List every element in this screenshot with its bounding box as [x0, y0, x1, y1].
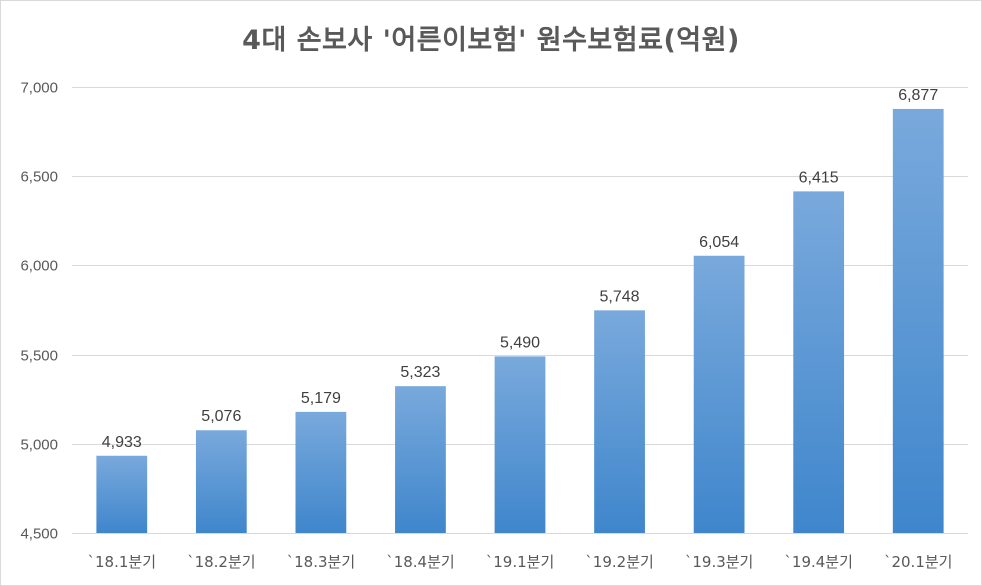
y-tick-label: 4,500 [20, 526, 58, 543]
x-tick-label: `20.1분기 [884, 553, 953, 571]
data-label: 6,415 [799, 169, 839, 186]
y-tick-label: 6,500 [20, 169, 58, 186]
x-tick-label: `19.4분기 [784, 553, 853, 571]
bar [693, 255, 745, 533]
bars [96, 108, 944, 533]
chart-title: 4대 손보사 '어른이보험' 원수보험료(억원) [242, 25, 740, 56]
x-axis-labels: `18.1분기 `18.2분기 `18.3분기 `18.4분기 `19.1분기 `19.2… [88, 553, 953, 571]
y-tick-label: 7,000 [20, 80, 58, 97]
data-label: 5,323 [400, 364, 440, 381]
bar [295, 411, 347, 533]
x-tick-label: `18.4분기 [386, 553, 455, 571]
data-label: 5,179 [301, 390, 341, 407]
x-tick-label: `19.2분기 [585, 553, 654, 571]
x-tick-label: `19.3분기 [685, 553, 754, 571]
x-tick-label: `18.1분기 [88, 553, 157, 571]
data-label: 6,054 [699, 234, 739, 251]
bar [195, 430, 247, 533]
x-tick-label: `19.1분기 [486, 553, 555, 571]
bar [96, 455, 148, 533]
x-tick-label: `18.3분기 [287, 553, 356, 571]
bar [892, 108, 944, 533]
data-labels: 4,933 5,076 5,179 5,323 5,490 5,748 6,054 6,415… [102, 87, 939, 451]
y-tick-label: 5,500 [20, 348, 58, 365]
y-tick-label: 5,000 [20, 437, 58, 454]
y-axis-ticks: 4,500 5,000 5,500 6,000 6,500 7,000 [20, 80, 58, 543]
bar [594, 310, 645, 533]
bar [494, 356, 546, 533]
data-label: 4,933 [102, 434, 142, 451]
data-label: 6,877 [898, 87, 938, 104]
data-label: 5,076 [201, 408, 241, 425]
data-label: 5,490 [500, 334, 540, 351]
x-tick-label: `18.2분기 [187, 553, 256, 571]
data-label: 5,748 [600, 288, 640, 305]
bar [395, 386, 446, 533]
y-tick-label: 6,000 [20, 258, 58, 275]
bar [793, 191, 845, 533]
